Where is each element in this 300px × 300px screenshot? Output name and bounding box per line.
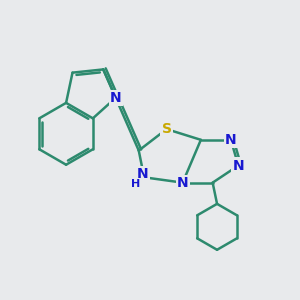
- Text: N: N: [177, 176, 188, 190]
- Text: N: N: [110, 91, 122, 105]
- Text: N: N: [137, 167, 148, 181]
- Text: N: N: [232, 158, 244, 172]
- Text: S: S: [162, 122, 172, 136]
- Text: H: H: [131, 179, 140, 189]
- Text: N: N: [225, 133, 237, 147]
